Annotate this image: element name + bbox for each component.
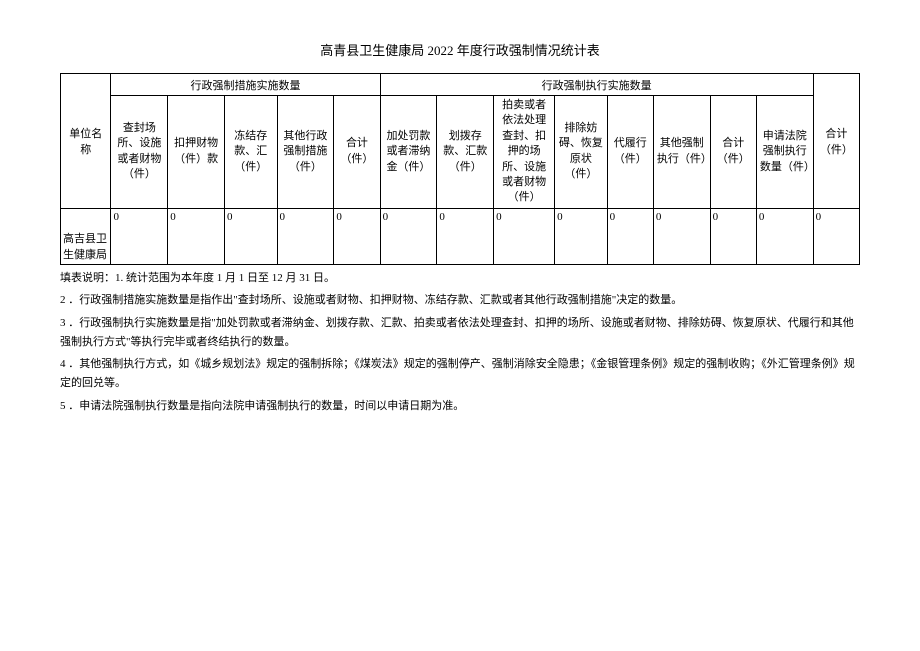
cell-v4: 0	[277, 208, 334, 264]
sub-g2-c8: 申请法院强制执行数量（件）	[756, 96, 813, 209]
sub-g1-c2: 扣押财物（件）款	[168, 96, 225, 209]
group2-header: 行政强制执行实施数量	[380, 74, 813, 96]
sub-g1-c3: 冻结存款、汇（件）	[224, 96, 277, 209]
group1-header: 行政强制措施实施数量	[111, 74, 380, 96]
sub-g2-c3: 拍卖或者依法处理查封、扣押的场所、设施或者财物（件）	[494, 96, 555, 209]
sub-g2-c7: 合计（件）	[710, 96, 756, 209]
page-title: 高青县卫生健康局 2022 年度行政强制情况统计表	[60, 40, 860, 59]
cell-v2: 0	[168, 208, 225, 264]
notes-section: 填表说明：1. 统计范围为本年度 1 月 1 日至 12 月 31 日。 2 ．…	[60, 269, 860, 416]
sub-g2-c1: 加处罚款或者滞纳金（件）	[380, 96, 437, 209]
sub-g1-c1: 查封场所、设施或者财物（件）	[111, 96, 168, 209]
col-total: 合计（件）	[813, 74, 859, 209]
sub-g1-c5: 合计（件）	[334, 96, 380, 209]
sub-g2-c4: 排除妨碍、恢复原状（件）	[555, 96, 608, 209]
sub-g2-c2: 划拨存款、汇款（件）	[437, 96, 494, 209]
cell-v5: 0	[334, 208, 380, 264]
sub-g2-c6: 其他强制执行（件）	[653, 96, 710, 209]
cell-v14: 0	[813, 208, 859, 264]
note-2: 2 ．行政强制措施实施数量是指作出"查封场所、设施或者财物、扣押财物、冻结存款、…	[60, 291, 860, 310]
statistics-table: 单位名称 行政强制措施实施数量 行政强制执行实施数量 合计（件） 查封场所、设施…	[60, 73, 860, 265]
note-3: 3 ．行政强制执行实施数量是指"加处罚款或者滞纳金、划拨存款、汇款、拍卖或者依法…	[60, 314, 860, 351]
sub-g1-c4: 其他行政强制措施（件）	[277, 96, 334, 209]
cell-v1: 0	[111, 208, 168, 264]
cell-v12: 0	[710, 208, 756, 264]
cell-v3: 0	[224, 208, 277, 264]
note-1: 填表说明：1. 统计范围为本年度 1 月 1 日至 12 月 31 日。	[60, 269, 860, 288]
sub-g2-c5: 代履行（件）	[607, 96, 653, 209]
cell-v9: 0	[555, 208, 608, 264]
cell-v6: 0	[380, 208, 437, 264]
cell-v10: 0	[607, 208, 653, 264]
cell-v7: 0	[437, 208, 494, 264]
cell-unit: 高吉县卫生健康局	[61, 208, 111, 264]
col-unit: 单位名称	[61, 74, 111, 209]
table-row: 高吉县卫生健康局 0 0 0 0 0 0 0 0 0 0 0 0 0 0	[61, 208, 860, 264]
cell-v13: 0	[756, 208, 813, 264]
note-4: 4 ．其他强制执行方式，如《城乡规划法》规定的强制拆除；《煤炭法》规定的强制停产…	[60, 355, 860, 392]
cell-v8: 0	[494, 208, 555, 264]
cell-v11: 0	[653, 208, 710, 264]
note-5: 5 ．申请法院强制执行数量是指向法院申请强制执行的数量，时间以申请日期为准。	[60, 397, 860, 416]
